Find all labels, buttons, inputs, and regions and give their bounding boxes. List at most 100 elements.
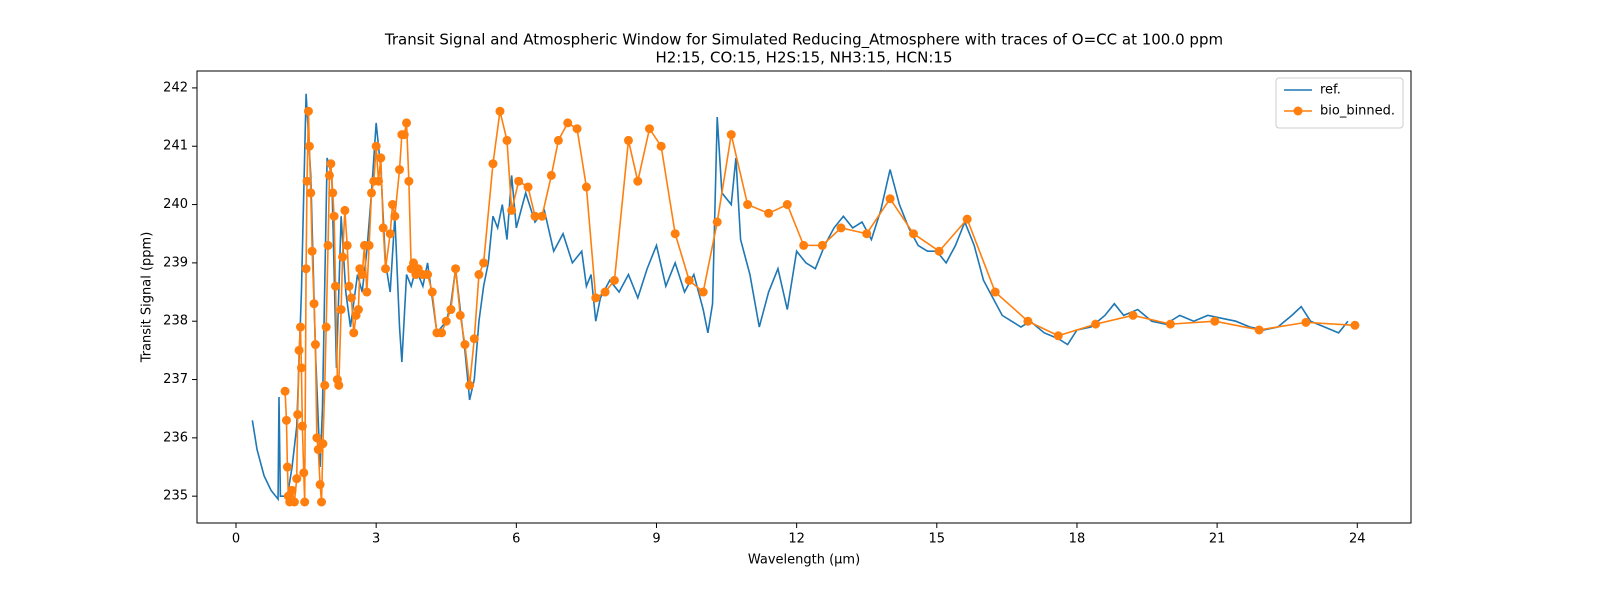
data-point bbox=[726, 130, 736, 140]
data-point bbox=[908, 229, 918, 239]
data-point bbox=[446, 305, 456, 315]
data-point bbox=[378, 223, 388, 233]
data-point bbox=[591, 293, 601, 303]
data-point bbox=[310, 340, 320, 350]
data-point bbox=[402, 118, 412, 128]
data-point bbox=[1165, 319, 1175, 329]
legend: ref. bio_binned. bbox=[1275, 77, 1404, 129]
data-point bbox=[514, 176, 524, 186]
data-point bbox=[656, 141, 666, 151]
chart-subtitle: H2:15, CO:15, H2S:15, NH3:15, HCN:15 bbox=[655, 49, 952, 67]
data-point bbox=[423, 270, 433, 280]
y-tick-label: 239 bbox=[163, 255, 188, 270]
data-point bbox=[1128, 310, 1138, 320]
data-point bbox=[282, 462, 292, 472]
data-point bbox=[297, 421, 307, 431]
data-point bbox=[934, 246, 944, 256]
data-point bbox=[1210, 316, 1220, 326]
data-point bbox=[336, 305, 346, 315]
x-tick-label: 12 bbox=[788, 532, 805, 547]
data-point bbox=[1350, 320, 1360, 330]
data-point bbox=[320, 380, 330, 390]
data-point bbox=[764, 208, 774, 218]
data-point bbox=[385, 229, 395, 239]
data-point bbox=[338, 252, 348, 262]
data-point bbox=[381, 264, 391, 274]
data-point bbox=[296, 363, 306, 373]
data-point bbox=[990, 287, 1000, 297]
data-point bbox=[344, 281, 354, 291]
data-point bbox=[469, 334, 479, 344]
data-point bbox=[315, 480, 325, 490]
data-point bbox=[399, 130, 409, 140]
data-point bbox=[633, 176, 643, 186]
x-tick-label: 0 bbox=[232, 532, 240, 547]
data-point bbox=[349, 328, 359, 338]
data-point bbox=[304, 141, 314, 151]
data-point bbox=[318, 439, 328, 449]
data-point bbox=[537, 211, 547, 221]
x-tick-label: 15 bbox=[929, 532, 946, 547]
series bbox=[280, 106, 1360, 507]
legend-label: bio_binned. bbox=[1320, 104, 1395, 119]
data-point bbox=[799, 240, 809, 250]
data-point bbox=[404, 176, 414, 186]
data-point bbox=[374, 176, 384, 186]
data-point bbox=[1023, 316, 1033, 326]
data-point bbox=[600, 287, 610, 297]
x-tick-label: 18 bbox=[1069, 532, 1086, 547]
x-tick-label: 9 bbox=[652, 532, 660, 547]
data-point bbox=[331, 281, 341, 291]
x-tick-label: 21 bbox=[1209, 532, 1226, 547]
data-point bbox=[1053, 331, 1063, 341]
data-point bbox=[553, 135, 563, 145]
data-point bbox=[295, 322, 305, 332]
data-point bbox=[451, 264, 461, 274]
data-point bbox=[427, 287, 437, 297]
data-point bbox=[817, 240, 827, 250]
data-point bbox=[324, 170, 334, 180]
data-point bbox=[371, 141, 381, 151]
data-point bbox=[317, 497, 327, 507]
y-tick-label: 236 bbox=[163, 430, 188, 445]
y-tick-label: 237 bbox=[163, 372, 188, 387]
data-point bbox=[502, 135, 512, 145]
data-point bbox=[455, 310, 465, 320]
data-point bbox=[885, 194, 895, 204]
y-tick-label: 238 bbox=[163, 314, 188, 329]
data-point bbox=[862, 229, 872, 239]
data-point bbox=[301, 264, 311, 274]
legend-label: ref. bbox=[1320, 83, 1341, 98]
data-point bbox=[712, 217, 722, 227]
data-point bbox=[292, 474, 302, 484]
data-point bbox=[609, 275, 619, 285]
data-point bbox=[321, 322, 331, 332]
x-tick-label: 3 bbox=[372, 532, 380, 547]
data-point bbox=[836, 223, 846, 233]
data-point bbox=[362, 287, 372, 297]
data-point bbox=[346, 293, 356, 303]
data-point bbox=[388, 200, 398, 210]
data-point bbox=[299, 468, 309, 478]
data-point bbox=[280, 386, 290, 396]
data-point bbox=[1091, 319, 1101, 329]
data-point bbox=[340, 205, 350, 215]
data-point bbox=[437, 328, 447, 338]
axes-frame bbox=[196, 70, 1412, 524]
data-point bbox=[495, 106, 505, 116]
data-point bbox=[488, 159, 498, 169]
data-point bbox=[366, 188, 376, 198]
data-point bbox=[357, 270, 367, 280]
data-point bbox=[460, 340, 470, 350]
data-point bbox=[300, 497, 310, 507]
data-point bbox=[342, 240, 352, 250]
data-point bbox=[743, 200, 753, 210]
x-tick-label: 6 bbox=[512, 532, 520, 547]
data-point bbox=[623, 135, 633, 145]
data-point bbox=[395, 165, 405, 175]
data-point bbox=[684, 275, 694, 285]
data-point bbox=[334, 380, 344, 390]
data-point bbox=[441, 316, 451, 326]
data-point bbox=[390, 211, 400, 221]
